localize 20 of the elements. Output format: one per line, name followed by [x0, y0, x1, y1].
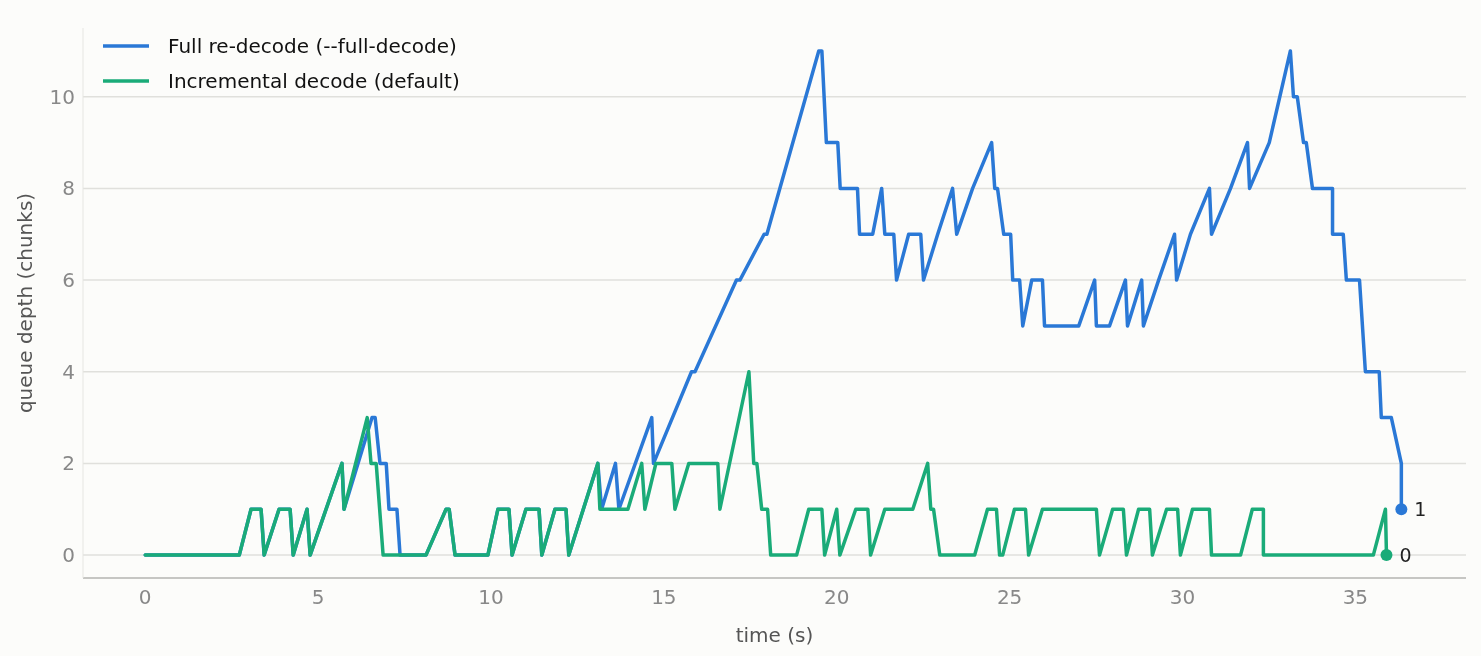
y-tick-label: 2 — [62, 451, 75, 476]
legend-label: Incremental decode (default) — [168, 69, 460, 93]
x-tick-label: 35 — [1342, 585, 1369, 609]
y-tick-label: 10 — [49, 84, 75, 109]
y-axis-title: queue depth (chunks) — [13, 192, 37, 414]
y-tick-label: 6 — [62, 268, 75, 293]
annotation: 1 — [1414, 497, 1427, 520]
x-axis-title: time (s) — [735, 623, 814, 647]
x-tick-label: 15 — [651, 585, 677, 609]
x-tick-label: 30 — [1169, 585, 1196, 609]
x-tick-label: 25 — [996, 585, 1023, 609]
x-tick-label: 20 — [824, 585, 850, 609]
legend-label: Full re-decode (--full-decode) — [168, 34, 457, 58]
annotation: 0 — [1399, 543, 1412, 566]
x-tick-label: 0 — [138, 585, 152, 609]
x-tick-label: 10 — [478, 585, 504, 609]
y-tick-label: 4 — [62, 359, 75, 384]
y-tick-label: 0 — [62, 543, 75, 568]
y-tick-label: 8 — [62, 176, 75, 201]
x-tick-label: 5 — [311, 585, 325, 609]
